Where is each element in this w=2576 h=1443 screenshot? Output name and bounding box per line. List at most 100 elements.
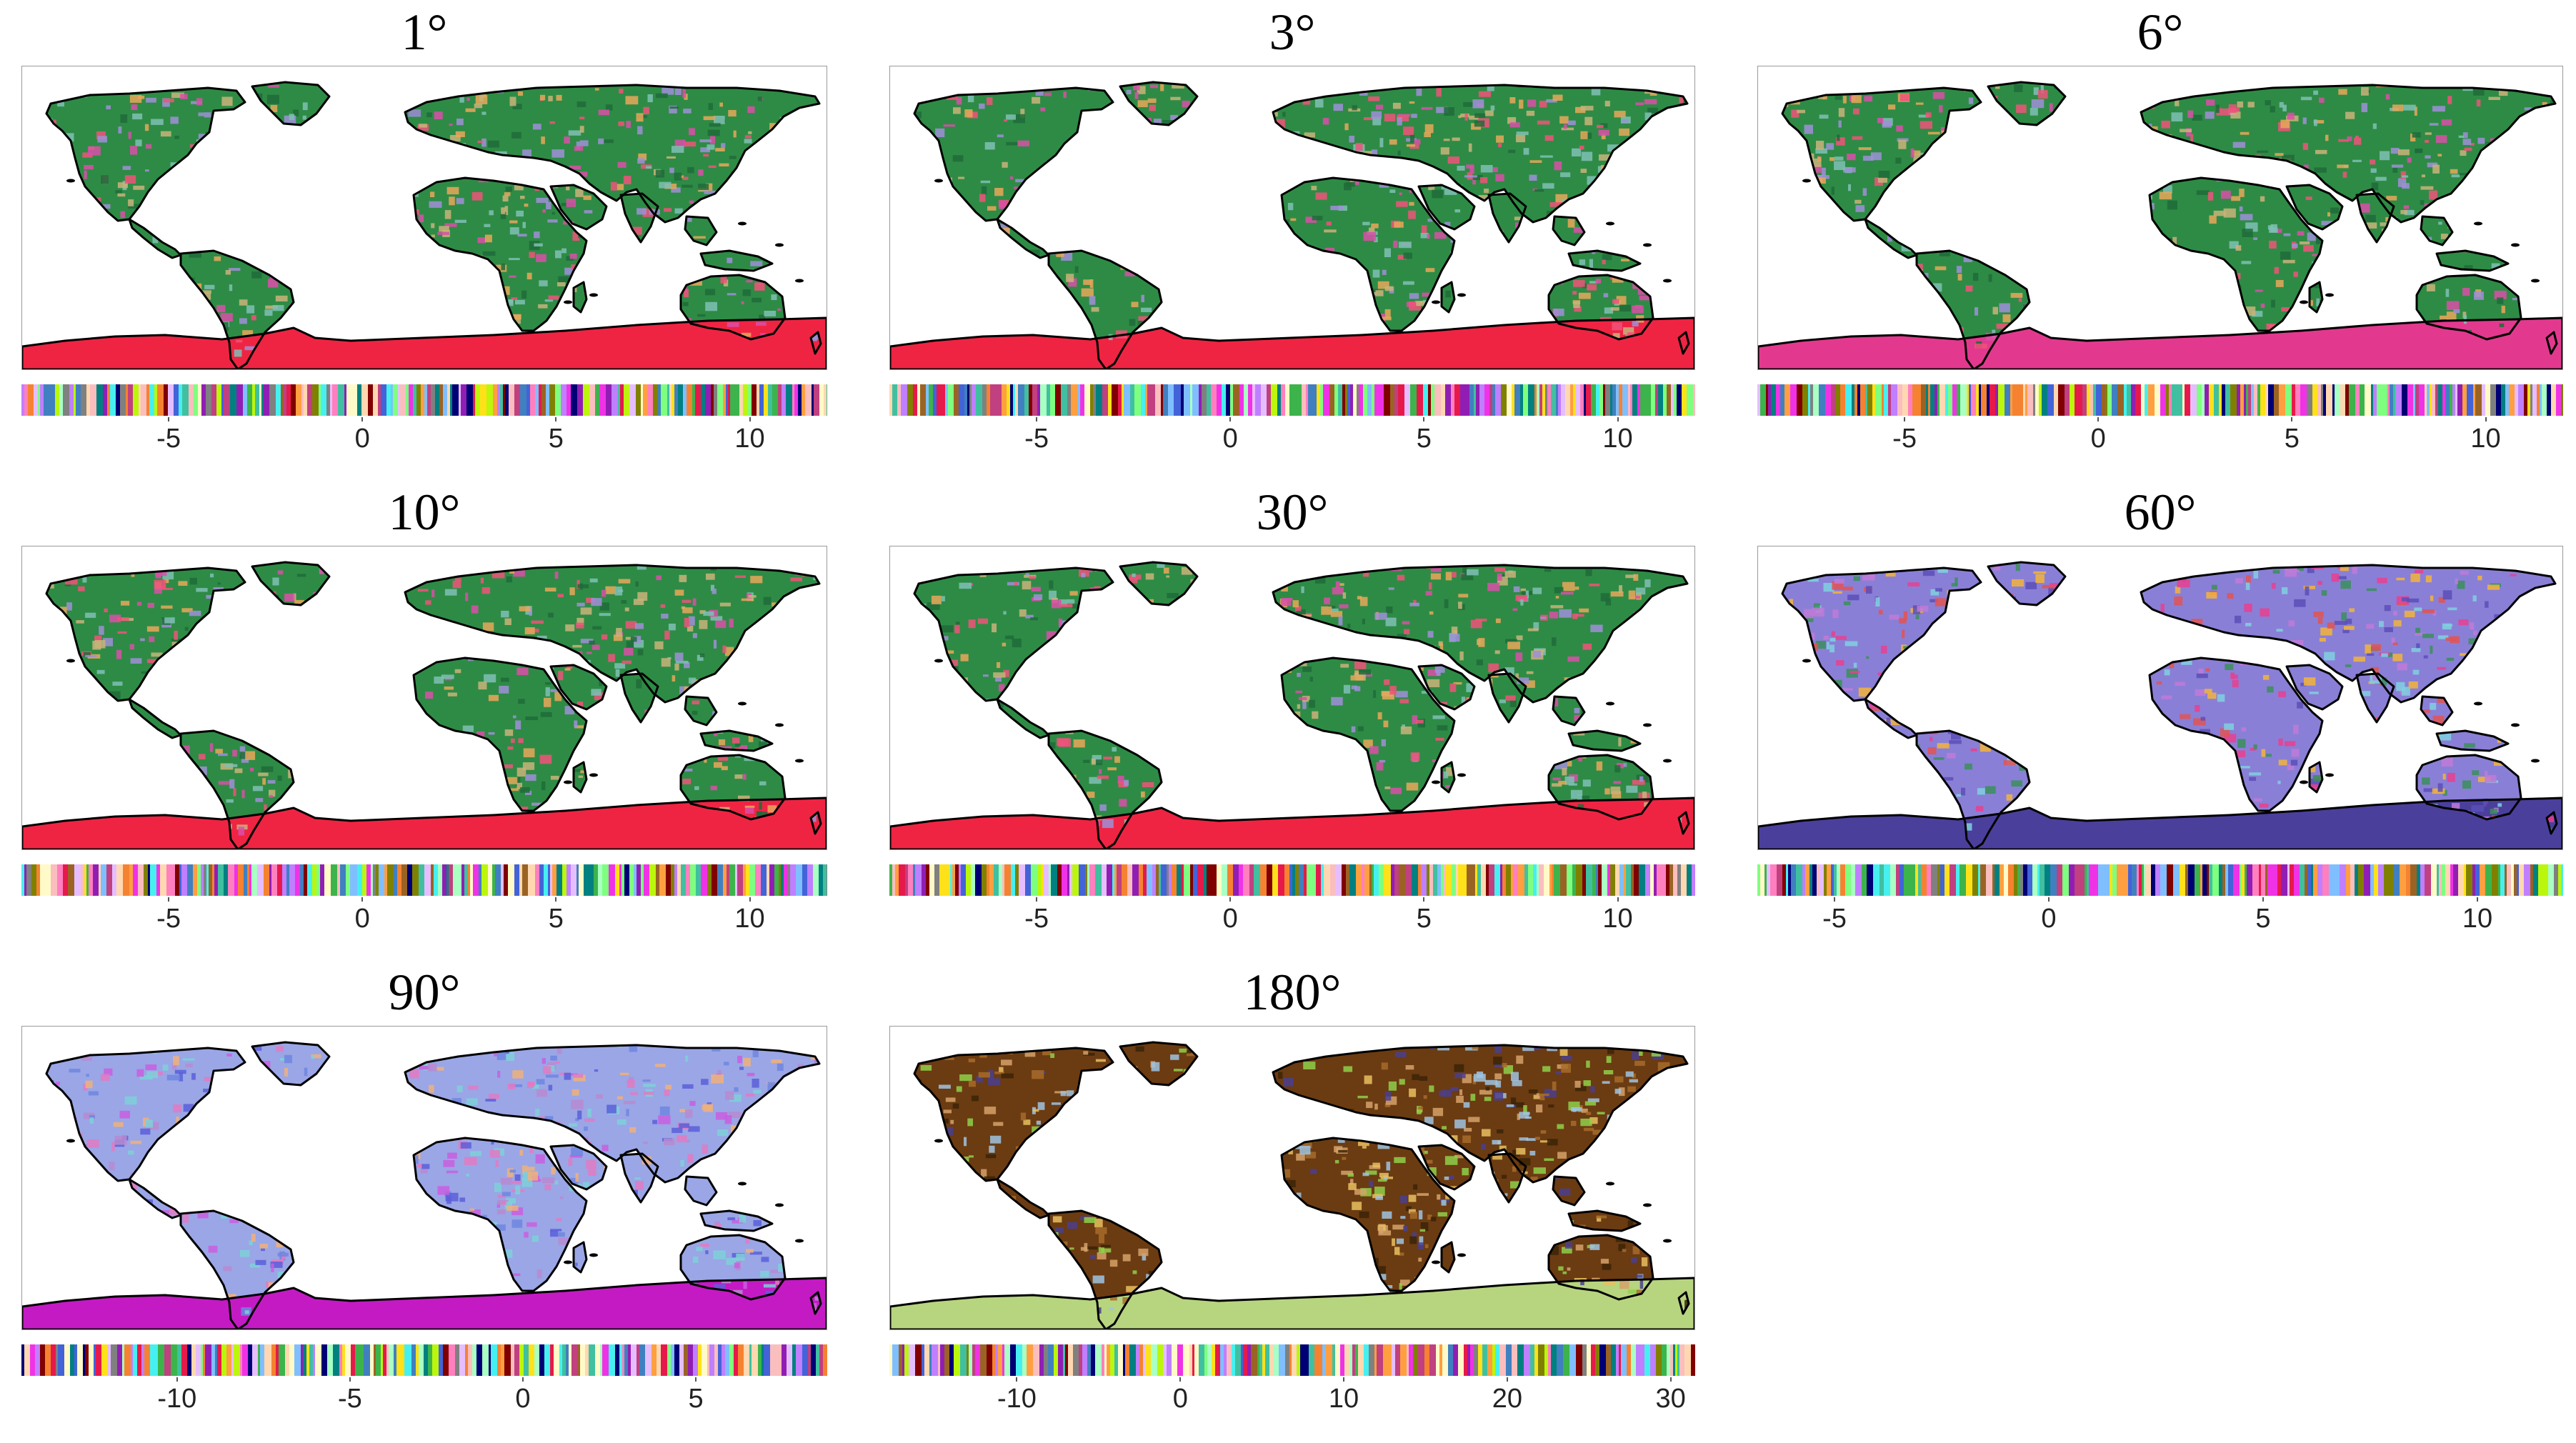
colorbar-stripe bbox=[550, 1344, 554, 1376]
colorbar-stripe bbox=[1656, 1344, 1662, 1376]
colorbar-stripe bbox=[669, 384, 672, 416]
colorbar-stripe bbox=[2307, 864, 2311, 896]
colorbar-stripe bbox=[2533, 864, 2538, 896]
colorbar-stripe bbox=[224, 864, 228, 896]
colorbar-stripe bbox=[598, 864, 602, 896]
colorbar-stripe bbox=[892, 384, 897, 416]
colorbar-stripe bbox=[399, 1344, 404, 1376]
colorbar-stripe bbox=[1481, 864, 1486, 896]
india-coastline bbox=[1487, 192, 1527, 244]
colorbar-stripe bbox=[1190, 864, 1193, 896]
antarctica-coastline bbox=[22, 316, 827, 369]
colorbar-stripe bbox=[211, 1344, 215, 1376]
colorbar-tick-label: -5 bbox=[338, 1384, 362, 1414]
map-panel-3: 6° -5 0 5 10 bbox=[1757, 0, 2563, 454]
colorbar-stripe bbox=[1851, 864, 1855, 896]
colorbar-stripe bbox=[980, 1344, 987, 1376]
colorbar-stripe bbox=[2117, 864, 2122, 896]
colorbar-stripe bbox=[1302, 384, 1306, 416]
colorbar-stripe bbox=[1058, 1344, 1063, 1376]
colorbar-stripe bbox=[539, 1344, 544, 1376]
colorbar-stripe bbox=[1599, 1344, 1606, 1376]
colorbar-stripe bbox=[1340, 1344, 1344, 1376]
colorbar-stripe bbox=[2242, 864, 2245, 896]
colorbar-stripe bbox=[1891, 384, 1897, 416]
colorbar-tickmark bbox=[361, 897, 364, 902]
colorbar-stripe bbox=[281, 384, 284, 416]
colorbar-ticks: -5 0 5 10 bbox=[21, 897, 827, 939]
colorbar-stripe bbox=[566, 384, 571, 416]
colorbar-stripe bbox=[595, 384, 599, 416]
colorbar-stripe bbox=[89, 864, 93, 896]
colorbar-stripe bbox=[609, 864, 615, 896]
colorbar-stripe bbox=[296, 384, 301, 416]
colorbar-stripe bbox=[802, 864, 807, 896]
seAsia-landmass bbox=[1553, 216, 1584, 245]
colorbar-stripe bbox=[899, 864, 905, 896]
colorbar-stripe bbox=[204, 864, 206, 896]
colorbar-stripe bbox=[486, 384, 493, 416]
map-svg bbox=[890, 1041, 1694, 1329]
colorbar-stripe bbox=[1802, 864, 1805, 896]
colorbar-stripe bbox=[2096, 384, 2102, 416]
colorbar-stripe bbox=[264, 864, 269, 896]
colorbar-stripe bbox=[1636, 1344, 1642, 1376]
colorbar-stripe bbox=[416, 384, 421, 416]
colorbar-stripe bbox=[711, 384, 714, 416]
colorbar-stripe bbox=[929, 864, 934, 896]
colorbar-stripe bbox=[1233, 384, 1239, 416]
colorbar-stripe bbox=[690, 864, 696, 896]
colorbar-stripe bbox=[562, 864, 566, 896]
colorbar-stripe bbox=[1439, 1344, 1442, 1376]
colorbar-stripe bbox=[554, 1344, 559, 1376]
colorbar-stripe bbox=[1335, 864, 1342, 896]
colorbar-stripe bbox=[1603, 384, 1605, 416]
island bbox=[66, 659, 75, 663]
colorbar-stripe bbox=[2065, 384, 2070, 416]
colorbar-stripe bbox=[1591, 1344, 1595, 1376]
colorbar-stripe bbox=[1796, 864, 1798, 896]
colorbar-stripe bbox=[1222, 864, 1227, 896]
colorbar-stripe bbox=[1576, 864, 1582, 896]
colorbar-stripe bbox=[2023, 384, 2025, 416]
colorbar-stripe bbox=[386, 384, 391, 416]
colorbar-stripe bbox=[286, 384, 291, 416]
colorbar-stripe bbox=[1768, 384, 1771, 416]
colorbar-stripe bbox=[386, 1344, 389, 1376]
colorbar-stripe bbox=[74, 1344, 77, 1376]
colorbar-stripe bbox=[171, 1344, 177, 1376]
colorbar-tickmark bbox=[1617, 417, 1619, 421]
colorbar-stripe bbox=[2222, 864, 2225, 896]
colorbar-stripe bbox=[504, 1344, 511, 1376]
colorbar-stripe bbox=[424, 384, 427, 416]
colorbar-stripe bbox=[251, 864, 257, 896]
colorbar-stripe bbox=[579, 864, 584, 896]
colorbar-stripe bbox=[701, 864, 707, 896]
colorbar-stripe bbox=[1359, 384, 1363, 416]
colorbar-stripe bbox=[1167, 1344, 1172, 1376]
map-panel-6: 60° -5 0 5 10 bbox=[1757, 480, 2563, 934]
colorbar-stripe bbox=[211, 384, 216, 416]
colorbar-stripe bbox=[2190, 384, 2197, 416]
colorbar-stripe bbox=[1967, 384, 1969, 416]
colorbar-stripe bbox=[1220, 1344, 1224, 1376]
colorbar-stripe bbox=[2127, 384, 2131, 416]
colorbar-stripe bbox=[2082, 384, 2087, 416]
colorbar-stripe bbox=[45, 1344, 51, 1376]
colorbar-stripe bbox=[1619, 1344, 1621, 1376]
colorbar-tick-label: -10 bbox=[997, 1384, 1037, 1414]
colorbar-stripe bbox=[2453, 864, 2458, 896]
colorbar-stripe bbox=[1622, 384, 1628, 416]
colorbar-stripe bbox=[1027, 1344, 1033, 1376]
colorbar-stripe bbox=[1143, 864, 1147, 896]
colorbar-stripe bbox=[391, 384, 393, 416]
colorbar-stripe bbox=[2160, 384, 2166, 416]
colorbar-stripe bbox=[1251, 1344, 1257, 1376]
colorbar-stripe bbox=[1918, 864, 1921, 896]
colorbar-stripe bbox=[1582, 864, 1586, 896]
colorbar-stripe bbox=[1825, 384, 1831, 416]
europeAsia-landmass bbox=[2141, 85, 2555, 222]
colorbar-stripe bbox=[470, 864, 473, 896]
colorbar-stripe bbox=[409, 1344, 411, 1376]
colorbar-stripe bbox=[2387, 384, 2390, 416]
